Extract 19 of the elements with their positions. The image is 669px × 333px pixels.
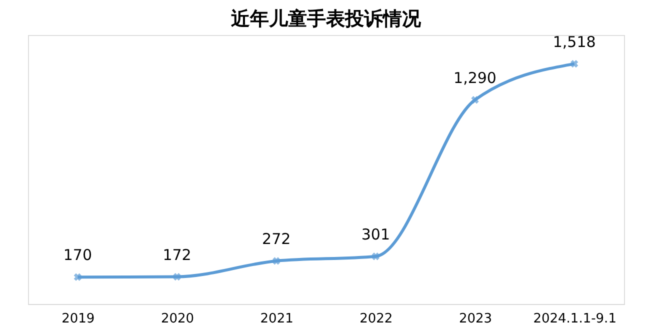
point (471, 96, 479, 104)
data-label: 172 (162, 246, 192, 264)
x-tick-label: 2022 (360, 312, 393, 326)
point (74, 273, 82, 281)
data-label: 301 (361, 225, 390, 244)
x-tick-label: 2024.1.1-9.1 (533, 312, 616, 326)
point (173, 272, 181, 281)
x-tick-label: 2020 (160, 312, 194, 326)
point (272, 257, 280, 265)
x-tick-label: 2021 (260, 312, 294, 326)
data-label: 1,290 (454, 68, 496, 87)
data-label: 1,518 (552, 32, 596, 51)
data-label: 272 (262, 230, 291, 248)
data-label: 170 (63, 246, 92, 264)
point (372, 252, 380, 260)
chart-title: 近年儿童手表投诉情况 (230, 8, 422, 30)
x-tick-label: 2019 (62, 312, 95, 326)
point (570, 60, 578, 68)
x-tick-label: 2023 (458, 312, 492, 326)
